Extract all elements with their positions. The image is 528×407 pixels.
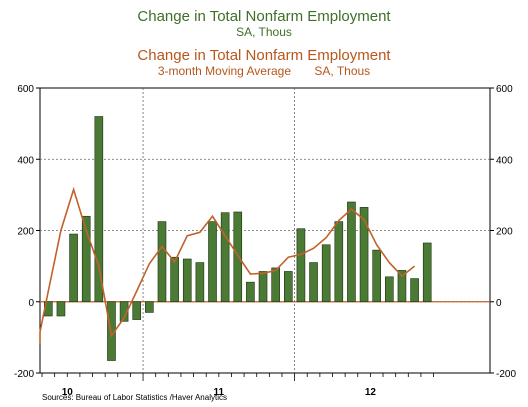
data-bar	[182, 258, 192, 303]
y-tick-label-left: 200	[17, 227, 34, 238]
chart-subtitle-line-a: 3-month Moving Average	[157, 64, 292, 78]
data-bar	[220, 212, 230, 303]
data-bar	[296, 228, 306, 303]
y-tick-label-right: 200	[496, 227, 513, 238]
data-bar	[321, 244, 331, 303]
data-bar	[309, 262, 318, 303]
data-bar	[372, 249, 381, 303]
y-tick-label-right: -200	[496, 369, 516, 380]
x-tick-label: 11	[214, 387, 225, 398]
data-bar	[195, 262, 205, 303]
data-bar	[334, 221, 344, 303]
data-bar	[347, 201, 356, 303]
data-bar	[69, 233, 78, 303]
y-tick-label-left: 400	[17, 155, 34, 166]
chart-title-line: Change in Total Nonfarm Employment	[137, 47, 391, 64]
data-bar	[385, 276, 394, 303]
data-bar	[119, 301, 129, 322]
y-tick-label-left: 600	[17, 84, 34, 95]
y-tick-label-right: 0	[496, 298, 502, 309]
data-bar	[359, 207, 369, 303]
data-bar	[145, 301, 154, 313]
y-tick-label-right: 400	[496, 155, 513, 166]
chart-title-bars: Change in Total Nonfarm Employment	[137, 8, 391, 25]
data-bar	[246, 281, 255, 303]
data-bar	[271, 267, 280, 303]
data-bar	[208, 221, 217, 303]
chart-subtitle-bars: SA, Thous	[236, 25, 292, 39]
data-bar	[170, 256, 179, 303]
source-note: Sources: Bureau of Labor Statistics /Hav…	[42, 393, 227, 402]
y-tick-label-left: 0	[28, 298, 34, 309]
x-tick-label: 10	[62, 387, 74, 398]
data-bar	[132, 301, 142, 320]
chart-subtitle-line: 3-month Moving Average SA, Thous	[0, 64, 528, 78]
data-bar	[410, 278, 419, 303]
data-bar	[233, 211, 243, 303]
y-tick-label-left: -200	[14, 369, 34, 380]
y-tick-label-right: 600	[496, 84, 513, 95]
x-tick-label: 12	[365, 387, 377, 398]
data-bar	[56, 301, 66, 317]
data-bar	[94, 116, 104, 303]
data-bar	[258, 271, 268, 303]
chart-subtitle-line-b: SA, Thous	[314, 64, 371, 78]
data-bar	[283, 271, 293, 303]
data-bar	[81, 215, 91, 303]
data-bar	[422, 242, 432, 303]
data-bar	[157, 221, 167, 303]
data-bar	[397, 270, 407, 303]
moving-average-line	[39, 186, 416, 345]
